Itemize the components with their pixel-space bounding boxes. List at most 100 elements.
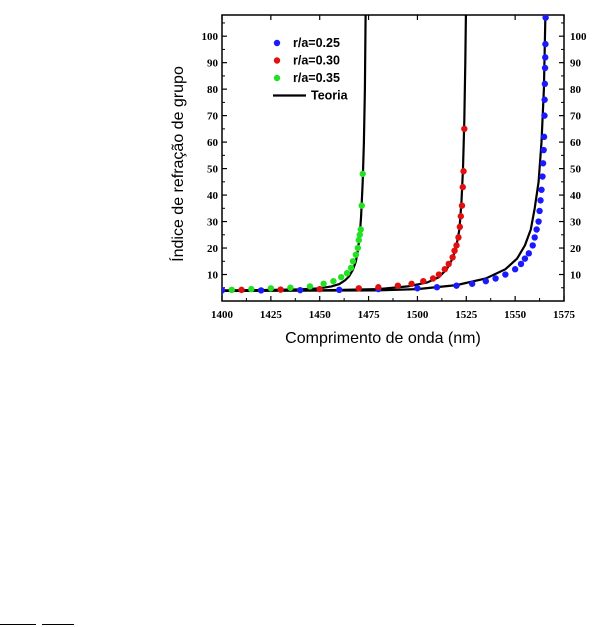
- footnote-rule-left: [0, 624, 36, 625]
- data-point-r/a=0.35: [267, 285, 275, 292]
- data-point-r/a=0.25: [541, 80, 549, 88]
- x-tick-label: 1550: [504, 309, 527, 321]
- data-point-r/a=0.35: [347, 264, 355, 272]
- data-point-r/a=0.30: [441, 266, 448, 273]
- x-tick-label: 1475: [358, 309, 381, 321]
- data-point-r/a=0.25: [533, 226, 540, 233]
- data-point-r/a=0.30: [453, 242, 460, 249]
- data-point-r/a=0.35: [352, 251, 360, 258]
- y-tick-label-left: 100: [202, 31, 219, 43]
- y-axis-title-text: Índice de refração de grupo: [168, 66, 187, 262]
- y-tick-label-right: 20: [570, 243, 582, 255]
- data-point-r/a=0.35: [306, 283, 314, 290]
- data-point-r/a=0.30: [375, 284, 382, 291]
- data-point-r/a=0.30: [457, 213, 465, 220]
- plot-area: 1400 1425 1450 1475 1500 1525 1550 1575 10 10 20 20…: [202, 14, 587, 321]
- data-point-r/a=0.25: [542, 15, 549, 21]
- legend: r/a=0.25 r/a=0.30 r/a=0.35 Teoria: [273, 36, 349, 103]
- data-point-r/a=0.25: [468, 280, 476, 287]
- data-point-r/a=0.25: [540, 133, 548, 141]
- y-axis-title: Índice de refração de grupo: [168, 66, 187, 262]
- data-point-r/a=0.25: [517, 260, 525, 268]
- y-tick-label-right: 60: [570, 137, 582, 149]
- data-point-r/a=0.30: [461, 125, 468, 133]
- data-point-r/a=0.35: [338, 273, 345, 281]
- x-tick-label: 1575: [553, 309, 576, 321]
- data-point-r/a=0.30: [420, 277, 427, 285]
- data-point-r/a=0.25: [539, 173, 546, 180]
- data-point-r/a=0.30: [435, 271, 443, 278]
- y-tick-label-left: 20: [207, 243, 219, 255]
- data-layer: [222, 15, 549, 294]
- y-tick-label-left: 80: [207, 84, 219, 96]
- data-point-r/a=0.25: [535, 218, 542, 225]
- data-point-r/a=0.25: [336, 286, 343, 294]
- data-point-r/a=0.30: [445, 260, 452, 268]
- footnote-rule-right: [42, 624, 74, 625]
- x-axis-title: Comprimento de onda (nm): [285, 330, 481, 347]
- y-tick-label-right: 80: [570, 84, 582, 96]
- data-point-r/a=0.25: [542, 54, 549, 61]
- legend-label: r/a=0.30: [293, 54, 340, 68]
- y-tick-label-left: 90: [207, 58, 219, 70]
- y-tick-label-right: 90: [570, 58, 582, 70]
- data-point-r/a=0.35: [330, 277, 337, 285]
- legend-label: r/a=0.35: [293, 71, 340, 85]
- data-point-r/a=0.35: [358, 202, 365, 209]
- legend-marker: [273, 39, 281, 47]
- x-tick-label: 1500: [406, 309, 429, 321]
- y-tick-label-left: 10: [207, 270, 219, 282]
- data-point-r/a=0.30: [355, 285, 362, 292]
- data-point-r/a=0.35: [356, 231, 363, 238]
- y-tick-label-left: 50: [207, 164, 219, 176]
- y-tick-label-left: 30: [207, 217, 219, 229]
- theory-curve: [222, 15, 547, 292]
- data-point-r/a=0.30: [456, 223, 464, 231]
- data-point-r/a=0.30: [459, 183, 466, 191]
- y-tick-label-left: 70: [207, 111, 219, 123]
- data-point-r/a=0.25: [453, 282, 460, 289]
- data-point-r/a=0.30: [451, 247, 458, 254]
- y-tick-label-left: 60: [207, 137, 219, 149]
- data-point-r/a=0.25: [414, 285, 421, 292]
- legend-label: Teoria: [311, 89, 349, 103]
- data-point-r/a=0.35: [354, 244, 362, 252]
- data-point-r/a=0.25: [536, 207, 543, 215]
- data-point-r/a=0.25: [511, 266, 519, 273]
- y-tick-label-right: 10: [570, 270, 582, 282]
- theory-curve: [222, 15, 467, 292]
- data-point-r/a=0.30: [408, 280, 415, 287]
- data-point-r/a=0.25: [529, 242, 536, 249]
- data-point-r/a=0.35: [320, 280, 327, 287]
- data-point-r/a=0.30: [277, 286, 284, 293]
- data-point-r/a=0.25: [482, 277, 490, 285]
- data-point-r/a=0.25: [531, 234, 538, 241]
- data-point-r/a=0.35: [359, 170, 366, 178]
- data-point-r/a=0.25: [433, 284, 441, 291]
- data-point-r/a=0.30: [316, 285, 323, 293]
- data-point-r/a=0.30: [429, 275, 437, 282]
- x-tick-label: 1425: [260, 309, 283, 321]
- data-point-r/a=0.30: [238, 286, 245, 294]
- x-tick-label: 1400: [211, 309, 234, 321]
- legend-marker: [273, 57, 281, 64]
- x-tick-label: 1450: [309, 309, 332, 321]
- data-point-r/a=0.25: [541, 64, 549, 72]
- data-point-r/a=0.35: [248, 285, 255, 293]
- data-point-r/a=0.25: [521, 255, 529, 262]
- data-point-r/a=0.35: [349, 258, 357, 265]
- data-point-r/a=0.25: [541, 112, 548, 119]
- data-point-r/a=0.30: [394, 282, 402, 289]
- y-tick-label-right: 30: [570, 217, 582, 229]
- data-point-r/a=0.25: [540, 146, 547, 154]
- data-point-r/a=0.25: [541, 96, 548, 103]
- plot-frame: [221, 14, 565, 302]
- data-point-r/a=0.30: [449, 254, 456, 261]
- data-point-r/a=0.30: [458, 202, 466, 209]
- data-point-r/a=0.35: [343, 269, 351, 277]
- y-tick-label-left: 40: [207, 190, 219, 202]
- data-point-r/a=0.25: [537, 197, 544, 204]
- data-point-r/a=0.25: [502, 271, 509, 278]
- data-point-r/a=0.35: [228, 286, 235, 294]
- x-tick-label: 1525: [455, 309, 478, 321]
